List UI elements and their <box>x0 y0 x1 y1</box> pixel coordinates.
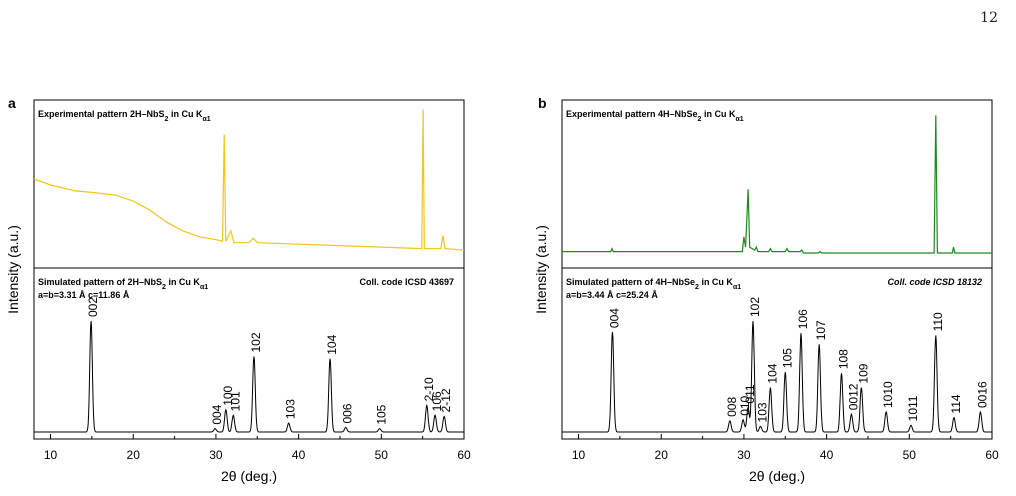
experimental-pattern-line <box>562 115 992 254</box>
peak-label: 108 <box>837 349 851 369</box>
peak-label: 004 <box>607 308 621 328</box>
peak-label: 102 <box>249 332 263 352</box>
experimental-pattern-line <box>33 109 465 251</box>
collection-code: Coll. code ICSD 43697 <box>359 277 454 287</box>
x-tick-label: 10 <box>572 448 586 462</box>
peak-label: 0012 <box>846 383 860 410</box>
bottom-panel-title: Simulated pattern of 2H–NbS2 in Cu Kα1 <box>38 277 208 291</box>
peak-label: 006 <box>341 403 355 423</box>
peak-label: 004 <box>210 404 224 424</box>
peak-label: 011 <box>743 384 757 403</box>
peak-label: 2-10 <box>422 377 436 401</box>
top-plot-frame <box>561 99 993 269</box>
x-tick-label: 30 <box>209 448 223 462</box>
x-tick-label: 30 <box>737 448 751 462</box>
peak-label: 101 <box>228 391 242 411</box>
peak-label: 2-12 <box>439 388 453 412</box>
x-tick-label: 50 <box>375 448 389 462</box>
peak-label: 002 <box>86 297 100 317</box>
title-part: Experimental pattern 4H–NbSe <box>566 109 698 119</box>
page-number: 12 <box>980 10 998 26</box>
y-axis-label: Intensity (a.u.) <box>533 225 549 314</box>
peak-label: 100 <box>221 385 235 405</box>
top-panel-title: Experimental pattern 4H–NbSe2 in Cu Kα1 <box>566 109 744 123</box>
title-part: 2 <box>162 284 166 291</box>
bottom-plot-frame <box>561 267 993 440</box>
x-tick-label: 20 <box>127 448 141 462</box>
peak-label: 102 <box>748 297 762 317</box>
lattice-parameters: a=b=3.44 Å c=25.24 Å <box>566 290 658 300</box>
x-axis-label: 2θ (deg.) <box>221 468 277 484</box>
title-part: α1 <box>733 284 741 291</box>
title-part: 2 <box>698 116 702 123</box>
collection-code: Coll. code ICSD 18132 <box>887 277 982 287</box>
title-part: Simulated pattern of 4H–NbSe <box>566 277 695 287</box>
lattice-parameters: a=b=3.31 Å c=11.86 Å <box>38 290 130 300</box>
peak-label: 105 <box>375 404 389 424</box>
x-tick-label: 40 <box>820 448 834 462</box>
title-part: 2 <box>165 116 169 123</box>
peak-label: 105 <box>780 348 794 368</box>
peak-label: 104 <box>325 334 339 354</box>
simulated-pattern-line <box>34 320 464 433</box>
peak-label: 109 <box>856 363 870 383</box>
peak-label: 106 <box>430 391 444 411</box>
peak-label: 010 <box>738 395 752 415</box>
bottom-plot-frame <box>33 267 465 440</box>
peak-label: 0016 <box>975 381 989 408</box>
peak-label: 1010 <box>881 381 895 408</box>
x-tick-label: 50 <box>903 448 917 462</box>
x-tick-label: 40 <box>292 448 306 462</box>
simulated-pattern-line <box>562 320 992 433</box>
bottom-panel-title: Simulated pattern of 4H–NbSe2 in Cu Kα1 <box>566 277 741 291</box>
peak-label: 114 <box>949 394 963 413</box>
x-tick-label: 10 <box>44 448 58 462</box>
peak-label: 104 <box>765 363 779 383</box>
title-part: in Cu K <box>168 109 202 119</box>
title-part: α1 <box>200 284 208 291</box>
title-part: α1 <box>735 116 743 123</box>
x-tick-label: 20 <box>655 448 669 462</box>
peak-label: 106 <box>796 309 810 329</box>
peak-label: 110 <box>931 312 945 331</box>
peak-label: 103 <box>284 399 298 419</box>
peak-label: 008 <box>725 397 739 417</box>
panel-letter: b <box>538 95 547 111</box>
title-part: 2 <box>695 284 699 291</box>
peak-label: 103 <box>755 402 769 422</box>
title-part: in Cu K <box>701 109 735 119</box>
top-panel-title: Experimental pattern 2H–NbS2 in Cu Kα1 <box>38 109 211 123</box>
title-part: in Cu K <box>699 277 733 287</box>
peak-label: 1011 <box>906 395 920 421</box>
title-part: α1 <box>202 116 210 123</box>
peak-label: 107 <box>814 320 828 340</box>
y-axis-label: Intensity (a.u.) <box>5 225 21 314</box>
title-part: Experimental pattern 2H–NbS <box>38 109 165 119</box>
x-axis-label: 2θ (deg.) <box>749 468 805 484</box>
title-part: Simulated pattern of 2H–NbS <box>38 277 162 287</box>
x-tick-label: 60 <box>985 448 999 462</box>
panel-letter: a <box>8 95 16 111</box>
x-tick-label: 60 <box>457 448 471 462</box>
title-part: in Cu K <box>166 277 200 287</box>
